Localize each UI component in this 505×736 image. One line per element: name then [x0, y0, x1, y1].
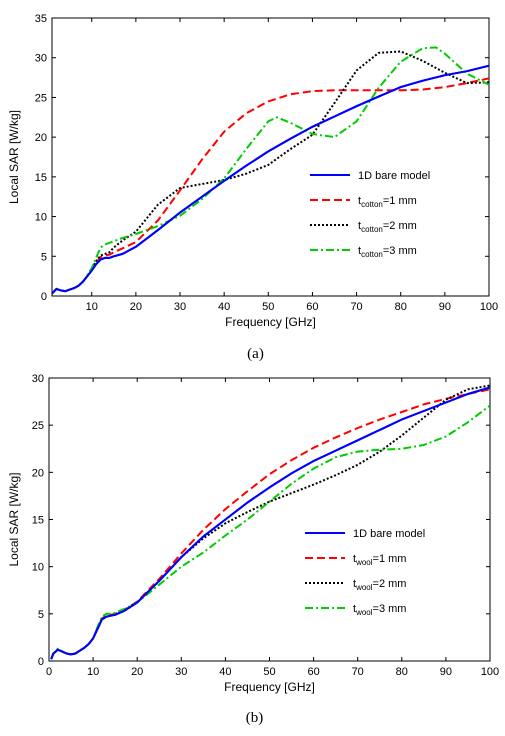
y-tick-label: 25 [32, 420, 44, 432]
x-tick-label: 70 [350, 301, 362, 313]
x-tick-label: 50 [262, 301, 274, 313]
legend-entry: tcotton=3 mm [358, 245, 417, 259]
y-tick-label: 15 [32, 515, 44, 527]
x-tick-label: 70 [352, 666, 364, 678]
x-tick-label: 20 [130, 301, 142, 313]
legend-entry-main: t [358, 220, 361, 232]
x-tick-label: 80 [396, 666, 408, 678]
y-tick-label: 0 [38, 656, 44, 668]
y-tick-label: 10 [35, 212, 47, 224]
y-tick-label: 30 [35, 53, 47, 65]
legend-entry-main: t [353, 553, 356, 565]
legend-entry-tail: =2 mm [373, 578, 407, 590]
legend-entry-main: 1D bare model [358, 170, 430, 182]
legend-entry: tcotton=2 mm [358, 220, 417, 234]
y-tick-label: 25 [35, 92, 47, 104]
y-tick-label: 30 [32, 373, 44, 385]
legend-entry: twool=1 mm [353, 553, 406, 567]
y-axis-label: Local SAR [W/kg] [7, 472, 21, 566]
legend-entry-subscript: wool [355, 608, 373, 617]
legend-entry-tail: =1 mm [383, 195, 417, 207]
y-tick-label: 5 [41, 251, 47, 263]
x-tick-label: 10 [86, 301, 98, 313]
y-tick-label: 5 [38, 609, 44, 621]
legend-entry: 1D bare model [353, 528, 425, 540]
legend-entry-tail: =1 mm [373, 553, 407, 565]
y-tick-label: 15 [35, 172, 47, 184]
series-line-1-overlay [50, 386, 490, 660]
x-tick-label: 10 [87, 666, 99, 678]
x-axis-label: Frequency [GHz] [225, 315, 316, 329]
legend-entry: twool=3 mm [353, 603, 406, 617]
legend-entry: tcotton=1 mm [358, 195, 417, 209]
legend-entry-main: t [358, 195, 361, 207]
legend-entry: twool=2 mm [353, 578, 406, 592]
legend-entry-subscript: cotton [361, 200, 383, 209]
x-tick-label: 60 [307, 666, 319, 678]
legend-entry-main: 1D bare model [353, 528, 425, 540]
legend-entry-tail: =3 mm [383, 245, 417, 257]
y-tick-label: 35 [35, 13, 47, 25]
x-tick-label: 60 [306, 301, 318, 313]
plot-area [51, 17, 490, 297]
legend-entry-tail: =2 mm [383, 220, 417, 232]
x-tick-label: 90 [440, 666, 452, 678]
y-axis-label: Local SAR [W/kg] [7, 110, 21, 204]
x-tick-label: 50 [263, 666, 275, 678]
x-tick-label: 30 [174, 301, 186, 313]
x-tick-label: 40 [218, 301, 230, 313]
chart-b: 0 10 20 30 40 50 60 70 80 90 100 0 5 10 15 20 25 30 Freque… [7, 373, 499, 726]
plot-area [48, 377, 491, 662]
legend-entry-subscript: wool [355, 583, 373, 592]
x-tick-label: 20 [131, 666, 143, 678]
x-tick-label: 40 [219, 666, 231, 678]
y-tick-label: 0 [41, 291, 47, 303]
series-line-1-overlay [52, 64, 489, 295]
legend-entry-subscript: wool [355, 558, 373, 567]
x-axis-label: Frequency [GHz] [224, 680, 315, 694]
x-tick-label: 30 [175, 666, 187, 678]
x-tick-label: 100 [480, 301, 498, 313]
legend-entry-main: t [353, 603, 356, 615]
y-tick-label: 10 [32, 562, 44, 574]
legend-entry-subscript: cotton [361, 250, 383, 259]
chart-a: 10 20 30 40 50 60 70 80 90 100 0 5 10 15 20 25 30 35 Frequ… [7, 13, 498, 362]
x-tick-label: 0 [46, 666, 52, 678]
y-tick-label: 20 [35, 132, 47, 144]
y-tick-label: 20 [32, 467, 44, 479]
x-tick-label: 100 [481, 666, 499, 678]
legend-entry: 1D bare model [358, 170, 430, 182]
x-tick-label: 80 [395, 301, 407, 313]
figure-caption: (b) [246, 710, 264, 726]
x-tick-label: 90 [439, 301, 451, 313]
legend-entry-main: t [353, 578, 356, 590]
legend-entry-main: t [358, 245, 361, 257]
figure-caption: (a) [247, 346, 264, 362]
legend-entry-tail: =3 mm [373, 603, 407, 615]
legend-entry-subscript: cotton [361, 225, 383, 234]
